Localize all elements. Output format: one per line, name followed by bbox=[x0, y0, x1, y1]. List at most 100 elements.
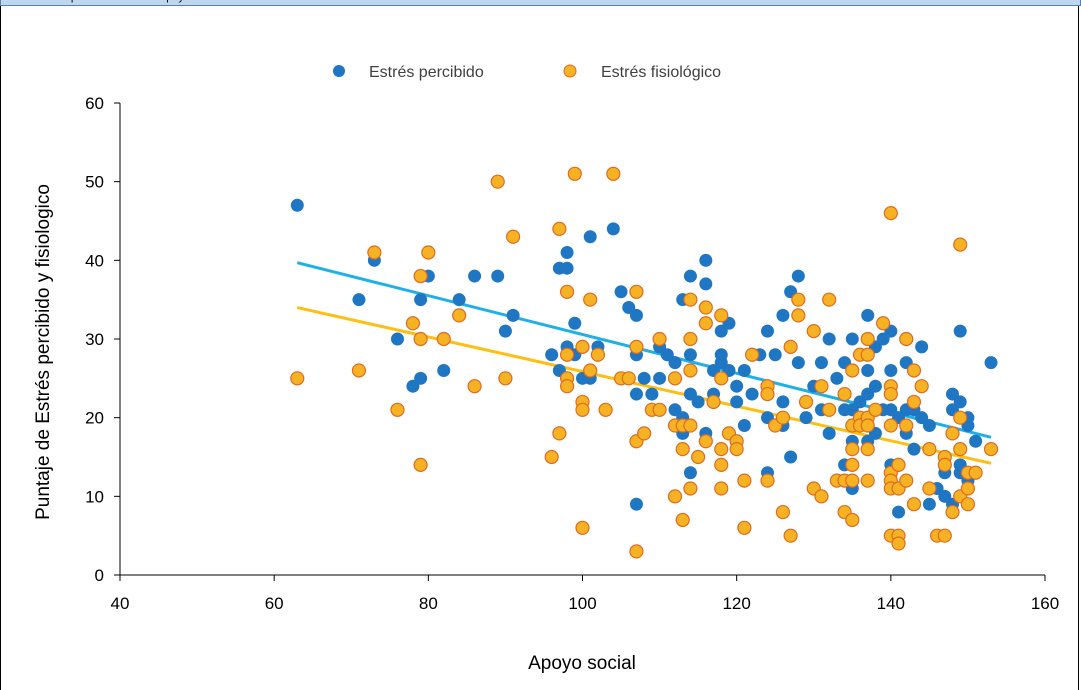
data-point bbox=[784, 450, 798, 464]
data-point bbox=[683, 331, 698, 347]
data-point bbox=[791, 356, 805, 370]
legend-marker-estres-fisiologico bbox=[563, 64, 577, 78]
data-point bbox=[761, 324, 774, 338]
data-point bbox=[629, 339, 644, 354]
data-point bbox=[683, 363, 698, 378]
data-point bbox=[405, 316, 421, 331]
data-point bbox=[768, 348, 782, 362]
data-point bbox=[861, 308, 875, 322]
data-point bbox=[606, 222, 620, 236]
data-point bbox=[969, 434, 983, 448]
data-point bbox=[899, 331, 914, 347]
data-point bbox=[906, 363, 922, 378]
data-point bbox=[714, 457, 729, 472]
x-tick-label: 80 bbox=[419, 594, 438, 613]
data-point bbox=[437, 363, 451, 377]
data-point bbox=[552, 426, 567, 441]
x-tick-label: 120 bbox=[722, 594, 750, 613]
data-point bbox=[860, 347, 875, 362]
data-point bbox=[414, 371, 428, 385]
data-point bbox=[290, 371, 305, 386]
data-point bbox=[791, 292, 806, 307]
data-point bbox=[968, 465, 983, 480]
data-point bbox=[560, 261, 574, 275]
data-point bbox=[737, 363, 751, 377]
data-point bbox=[683, 269, 697, 283]
data-point bbox=[822, 292, 837, 307]
legend-label-estres-fisiologico: Estrés fisiológico bbox=[601, 64, 721, 81]
data-point bbox=[559, 284, 575, 299]
series-estres-percibido bbox=[290, 198, 998, 519]
data-point bbox=[629, 284, 644, 299]
data-point bbox=[891, 536, 906, 551]
data-point bbox=[698, 316, 713, 331]
x-tick-label: 160 bbox=[1031, 594, 1059, 613]
y-tick-label: 0 bbox=[95, 566, 104, 585]
data-point bbox=[683, 481, 698, 496]
data-point bbox=[559, 347, 575, 362]
data-point bbox=[583, 292, 598, 307]
data-point bbox=[814, 379, 829, 394]
x-axis-title: Apoyo social bbox=[528, 653, 636, 674]
data-point bbox=[845, 363, 860, 378]
data-point bbox=[714, 481, 729, 496]
data-point bbox=[922, 497, 936, 511]
data-point bbox=[791, 269, 805, 283]
data-point bbox=[868, 402, 883, 417]
data-point bbox=[845, 473, 860, 488]
data-point bbox=[775, 504, 791, 520]
data-point bbox=[822, 426, 836, 440]
y-tick-label: 10 bbox=[85, 487, 104, 506]
data-point bbox=[822, 402, 837, 417]
data-point bbox=[745, 387, 759, 401]
data-point bbox=[668, 356, 682, 370]
data-point bbox=[860, 442, 875, 457]
data-point bbox=[730, 379, 744, 393]
data-point bbox=[945, 426, 960, 441]
data-point bbox=[351, 363, 367, 378]
data-point bbox=[491, 269, 505, 283]
data-point bbox=[906, 394, 922, 410]
data-point bbox=[575, 402, 590, 417]
data-point bbox=[737, 520, 752, 535]
data-point bbox=[937, 457, 952, 472]
data-point bbox=[683, 418, 698, 433]
data-point bbox=[506, 229, 521, 244]
data-point bbox=[861, 363, 875, 377]
data-point bbox=[822, 332, 836, 346]
data-point bbox=[667, 489, 683, 504]
data-point bbox=[629, 308, 643, 322]
data-point bbox=[706, 394, 721, 410]
data-point bbox=[953, 237, 968, 252]
data-point bbox=[629, 497, 643, 511]
y-tick-label: 40 bbox=[85, 251, 104, 270]
data-point bbox=[683, 292, 698, 307]
data-point bbox=[760, 473, 775, 488]
data-point bbox=[937, 528, 952, 543]
data-point bbox=[544, 449, 559, 465]
y-tick-label: 20 bbox=[85, 409, 104, 428]
x-tick-label: 100 bbox=[568, 594, 596, 613]
data-point bbox=[760, 386, 775, 402]
data-point bbox=[606, 166, 621, 181]
data-point bbox=[413, 457, 428, 472]
data-point bbox=[884, 363, 898, 377]
data-point bbox=[714, 371, 729, 386]
data-point bbox=[906, 497, 922, 512]
data-point bbox=[799, 411, 813, 425]
data-point bbox=[907, 442, 921, 456]
x-ticks: 40 60 80 100 120 140 160 bbox=[111, 575, 1059, 613]
data-point bbox=[552, 221, 567, 236]
data-point bbox=[953, 395, 967, 409]
data-point bbox=[891, 457, 906, 472]
data-point bbox=[953, 442, 968, 457]
data-point bbox=[629, 387, 643, 401]
data-point bbox=[560, 245, 574, 259]
data-point bbox=[814, 356, 828, 370]
data-point bbox=[730, 395, 744, 409]
data-point bbox=[290, 198, 304, 212]
data-point bbox=[559, 379, 575, 394]
data-point bbox=[783, 528, 798, 543]
data-point bbox=[414, 293, 428, 307]
data-point bbox=[892, 505, 906, 519]
